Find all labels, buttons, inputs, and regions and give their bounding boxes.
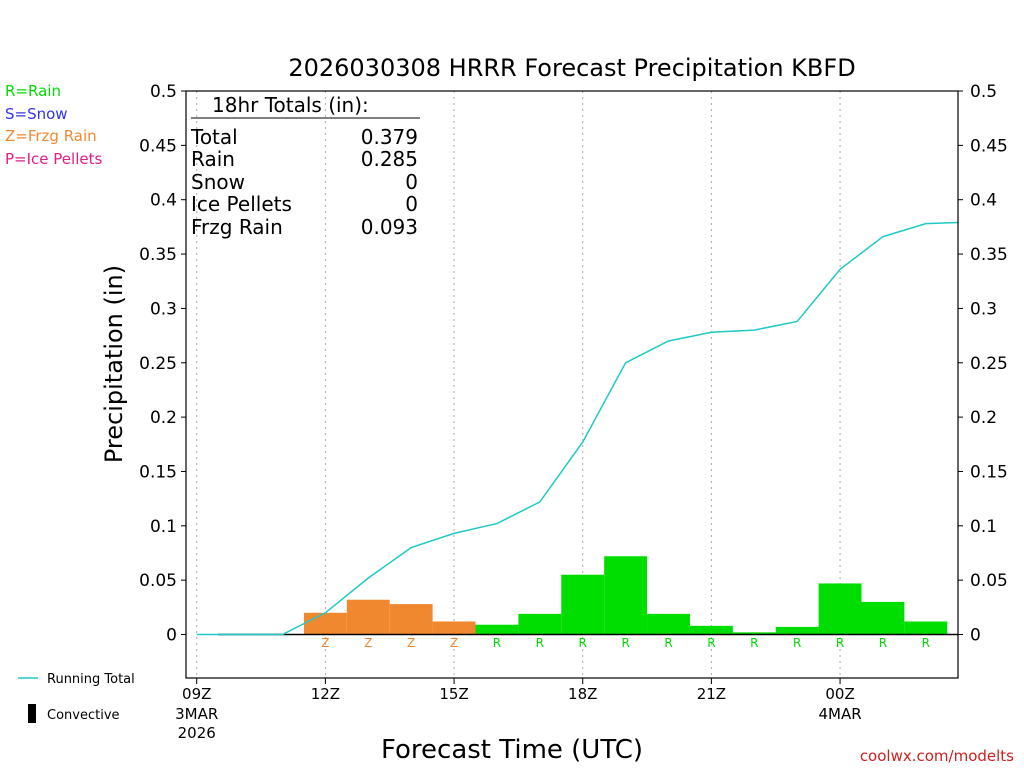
ptype-marker-9: R (707, 636, 715, 650)
y-axis-ticks: 0 00.05 0.050.1 0.10.15 0.150.2 0.20.25 0.250.… (139, 82, 1008, 646)
ptype-marker-2: Z (407, 636, 415, 650)
x-tick-label-1: 12Z (311, 685, 340, 703)
watermark: coolwx.com/modelts (860, 747, 1014, 765)
totals-box: 18hr Totals (in): Total 0.379 Rain 0.285… (190, 93, 420, 239)
x-tick-sublabel-5-0: 4MAR (818, 705, 861, 723)
y-tick-label-left-7: 0.35 (139, 245, 177, 265)
legend-ice-pellets: P=Ice Pellets (5, 150, 102, 168)
totals-value-ice-pellets: 0 (405, 192, 418, 216)
y-tick-label-right-7: 0.35 (970, 245, 1008, 265)
ptype-marker-8: R (664, 636, 672, 650)
ptype-marker-4: R (493, 636, 501, 650)
precip-bar-2 (389, 604, 433, 635)
ptype-legend: R=Rain S=Snow Z=Frzg Rain P=Ice Pellets (5, 82, 102, 168)
ptype-marker-14: R (922, 636, 930, 650)
precip-bar-0 (303, 612, 347, 635)
ptype-marker-13: R (879, 636, 887, 650)
x-tick-label-5: 00Z (825, 685, 854, 703)
precip-bar-14 (904, 621, 948, 635)
x-tick-label-0: 09Z (182, 685, 211, 703)
x-gridlines (196, 91, 841, 678)
precip-bar-1 (346, 599, 390, 635)
totals-label-snow: Snow (191, 170, 245, 194)
running-total-group (196, 221, 959, 636)
precip-bar-11 (775, 626, 819, 635)
y-tick-label-left-5: 0.25 (139, 354, 177, 374)
totals-label-ice-pellets: Ice Pellets (191, 192, 292, 216)
precip-bar-10 (732, 632, 776, 635)
y-tick-label-right-2: 0.1 (970, 517, 997, 537)
y-tick-label-right-9: 0.45 (970, 136, 1008, 156)
precip-bar-9 (689, 625, 733, 635)
y-tick-label-left-0: 0 (166, 626, 177, 646)
y-tick-label-right-0: 0 (970, 626, 981, 646)
x-tick-sublabel-0-1: 2026 (178, 724, 216, 742)
x-tick-label-3: 18Z (568, 685, 597, 703)
chart-title: 2026030308 HRRR Forecast Precipitation K… (288, 54, 855, 82)
x-tick-label-4: 21Z (697, 685, 726, 703)
precip-bar-6 (561, 574, 605, 635)
legend-snow: S=Snow (5, 105, 68, 123)
y-tick-label-left-3: 0.15 (139, 462, 177, 482)
totals-label-rain: Rain (191, 147, 235, 171)
plot-frame (185, 90, 959, 679)
totals-value-snow: 0 (405, 170, 418, 194)
y-tick-label-left-10: 0.5 (150, 82, 177, 102)
precip-bar-13 (861, 601, 905, 635)
y-tick-label-right-4: 0.2 (970, 408, 997, 428)
y-tick-label-right-5: 0.25 (970, 354, 1008, 374)
totals-label-frzg-rain: Frzg Rain (191, 215, 283, 239)
y-tick-label-left-1: 0.05 (139, 571, 177, 591)
totals-value-rain: 0.285 (361, 147, 418, 171)
legend-frzg-rain: Z=Frzg Rain (5, 127, 97, 145)
y-tick-label-left-8: 0.4 (150, 191, 177, 211)
x-axis-label: Forecast Time (UTC) (381, 735, 643, 765)
precip-bar-3 (432, 621, 476, 635)
y-tick-label-right-8: 0.4 (970, 191, 997, 211)
ptype-marker-3: Z (450, 636, 458, 650)
convective-legend-swatch (28, 704, 36, 723)
y-tick-label-right-3: 0.15 (970, 462, 1008, 482)
running-total-line (196, 221, 959, 636)
x-tick-sublabel-0-0: 3MAR (175, 705, 218, 723)
legend-rain: R=Rain (5, 82, 61, 100)
y-axis-label: Precipitation (in) (100, 265, 128, 463)
line-legend: Running Total Convective (18, 672, 135, 723)
ptype-marker-6: R (579, 636, 587, 650)
y-tick-label-left-9: 0.45 (139, 136, 177, 156)
totals-value-frzg-rain: 0.093 (361, 215, 418, 239)
y-tick-label-right-6: 0.3 (970, 299, 997, 319)
x-tick-label-2: 15Z (439, 685, 468, 703)
y-tick-label-left-6: 0.3 (150, 299, 177, 319)
bars-group (303, 556, 948, 635)
y-tick-label-right-10: 0.5 (970, 82, 997, 102)
precip-bar-12 (818, 583, 862, 635)
precip-bar-8 (647, 613, 690, 635)
ptype-marker-11: R (793, 636, 801, 650)
y-tick-label-left-4: 0.2 (150, 408, 177, 428)
y-tick-label-left-2: 0.1 (150, 517, 177, 537)
ptype-marker-12: R (836, 636, 844, 650)
y-tick-label-right-1: 0.05 (970, 571, 1008, 591)
precip-bar-5 (518, 613, 562, 635)
totals-value-total: 0.379 (361, 125, 418, 149)
precip-bar-7 (604, 556, 648, 635)
totals-header: 18hr Totals (in): (212, 93, 369, 117)
ptype-marker-5: R (536, 636, 544, 650)
ptype-marker-10: R (750, 636, 758, 650)
ptype-marker-0: Z (321, 636, 329, 650)
ptype-marker-1: Z (364, 636, 372, 650)
totals-label-total: Total (190, 125, 238, 149)
convective-legend-label: Convective (47, 708, 120, 723)
ptype-marker-7: R (621, 636, 629, 650)
precip-bar-4 (475, 624, 519, 635)
running-total-legend-label: Running Total (47, 672, 135, 687)
